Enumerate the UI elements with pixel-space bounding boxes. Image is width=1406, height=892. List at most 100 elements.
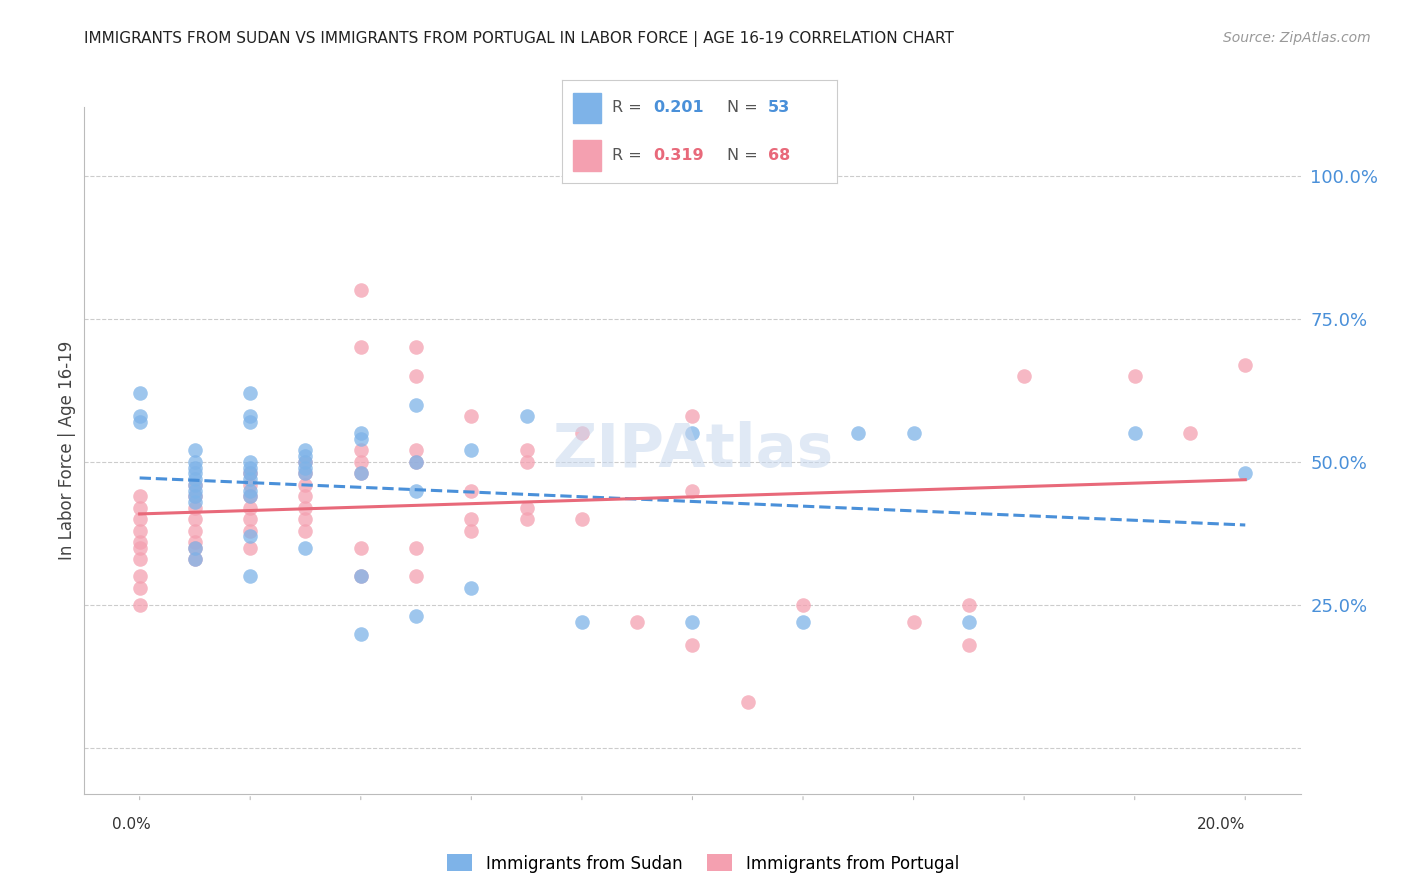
Point	[128, 512, 150, 526]
Point	[957, 598, 980, 612]
FancyBboxPatch shape	[574, 93, 600, 123]
Point	[239, 524, 262, 538]
Text: ZIPAtlas: ZIPAtlas	[553, 421, 832, 480]
Point	[128, 569, 150, 583]
Point	[460, 409, 482, 424]
Point	[184, 478, 207, 492]
Point	[1234, 358, 1257, 372]
Point	[516, 512, 538, 526]
Text: N =: N =	[727, 148, 763, 162]
Point	[405, 541, 427, 555]
Point	[184, 467, 207, 481]
Point	[184, 552, 207, 566]
Text: 0.0%: 0.0%	[112, 817, 150, 831]
Point	[571, 512, 593, 526]
Point	[184, 500, 207, 515]
Point	[516, 409, 538, 424]
Point	[294, 455, 316, 469]
Point	[239, 386, 262, 401]
Point	[184, 489, 207, 503]
Point	[184, 535, 207, 549]
Point	[294, 455, 316, 469]
Point	[626, 615, 648, 630]
Point	[239, 478, 262, 492]
Point	[184, 524, 207, 538]
Point	[294, 512, 316, 526]
Point	[184, 478, 207, 492]
Point	[239, 569, 262, 583]
Point	[128, 598, 150, 612]
Text: R =: R =	[612, 101, 647, 115]
Point	[405, 398, 427, 412]
Text: R =: R =	[612, 148, 647, 162]
Point	[460, 512, 482, 526]
Point	[957, 615, 980, 630]
Point	[128, 552, 150, 566]
Text: 0.201: 0.201	[652, 101, 703, 115]
Point	[350, 569, 373, 583]
Point	[516, 455, 538, 469]
Text: 53: 53	[768, 101, 790, 115]
Point	[128, 524, 150, 538]
Point	[1123, 369, 1146, 384]
Point	[294, 443, 316, 458]
Text: Source: ZipAtlas.com: Source: ZipAtlas.com	[1223, 31, 1371, 45]
Point	[294, 467, 316, 481]
Point	[957, 638, 980, 652]
Point	[682, 638, 704, 652]
Point	[239, 460, 262, 475]
Point	[1012, 369, 1035, 384]
Point	[350, 467, 373, 481]
Point	[405, 483, 427, 498]
Point	[294, 478, 316, 492]
Point	[184, 483, 207, 498]
Point	[460, 581, 482, 595]
Point	[239, 500, 262, 515]
Point	[350, 569, 373, 583]
Point	[239, 467, 262, 481]
Point	[294, 524, 316, 538]
Text: IMMIGRANTS FROM SUDAN VS IMMIGRANTS FROM PORTUGAL IN LABOR FORCE | AGE 16-19 COR: IMMIGRANTS FROM SUDAN VS IMMIGRANTS FROM…	[84, 31, 955, 47]
Text: N =: N =	[727, 101, 763, 115]
Point	[184, 489, 207, 503]
Text: 68: 68	[768, 148, 790, 162]
Point	[294, 467, 316, 481]
Point	[239, 489, 262, 503]
Point	[682, 483, 704, 498]
Point	[405, 443, 427, 458]
Point	[571, 615, 593, 630]
Point	[737, 695, 759, 709]
Y-axis label: In Labor Force | Age 16-19: In Labor Force | Age 16-19	[58, 341, 76, 560]
Point	[350, 455, 373, 469]
Point	[405, 569, 427, 583]
Point	[405, 340, 427, 354]
Point	[516, 500, 538, 515]
Point	[294, 500, 316, 515]
Point	[128, 489, 150, 503]
Point	[460, 524, 482, 538]
Point	[294, 541, 316, 555]
Point	[350, 541, 373, 555]
Point	[128, 415, 150, 429]
Point	[239, 467, 262, 481]
Point	[239, 512, 262, 526]
Point	[903, 615, 925, 630]
FancyBboxPatch shape	[574, 140, 600, 170]
Point	[571, 426, 593, 441]
Point	[128, 386, 150, 401]
Point	[846, 426, 869, 441]
Point	[239, 489, 262, 503]
Point	[405, 455, 427, 469]
Point	[1234, 467, 1257, 481]
Point	[128, 409, 150, 424]
Point	[405, 609, 427, 624]
Point	[350, 340, 373, 354]
Point	[184, 541, 207, 555]
Point	[128, 581, 150, 595]
Point	[128, 541, 150, 555]
Point	[1178, 426, 1201, 441]
Point	[294, 460, 316, 475]
Point	[184, 460, 207, 475]
Legend: Immigrants from Sudan, Immigrants from Portugal: Immigrants from Sudan, Immigrants from P…	[440, 847, 966, 880]
Text: 0.319: 0.319	[652, 148, 703, 162]
